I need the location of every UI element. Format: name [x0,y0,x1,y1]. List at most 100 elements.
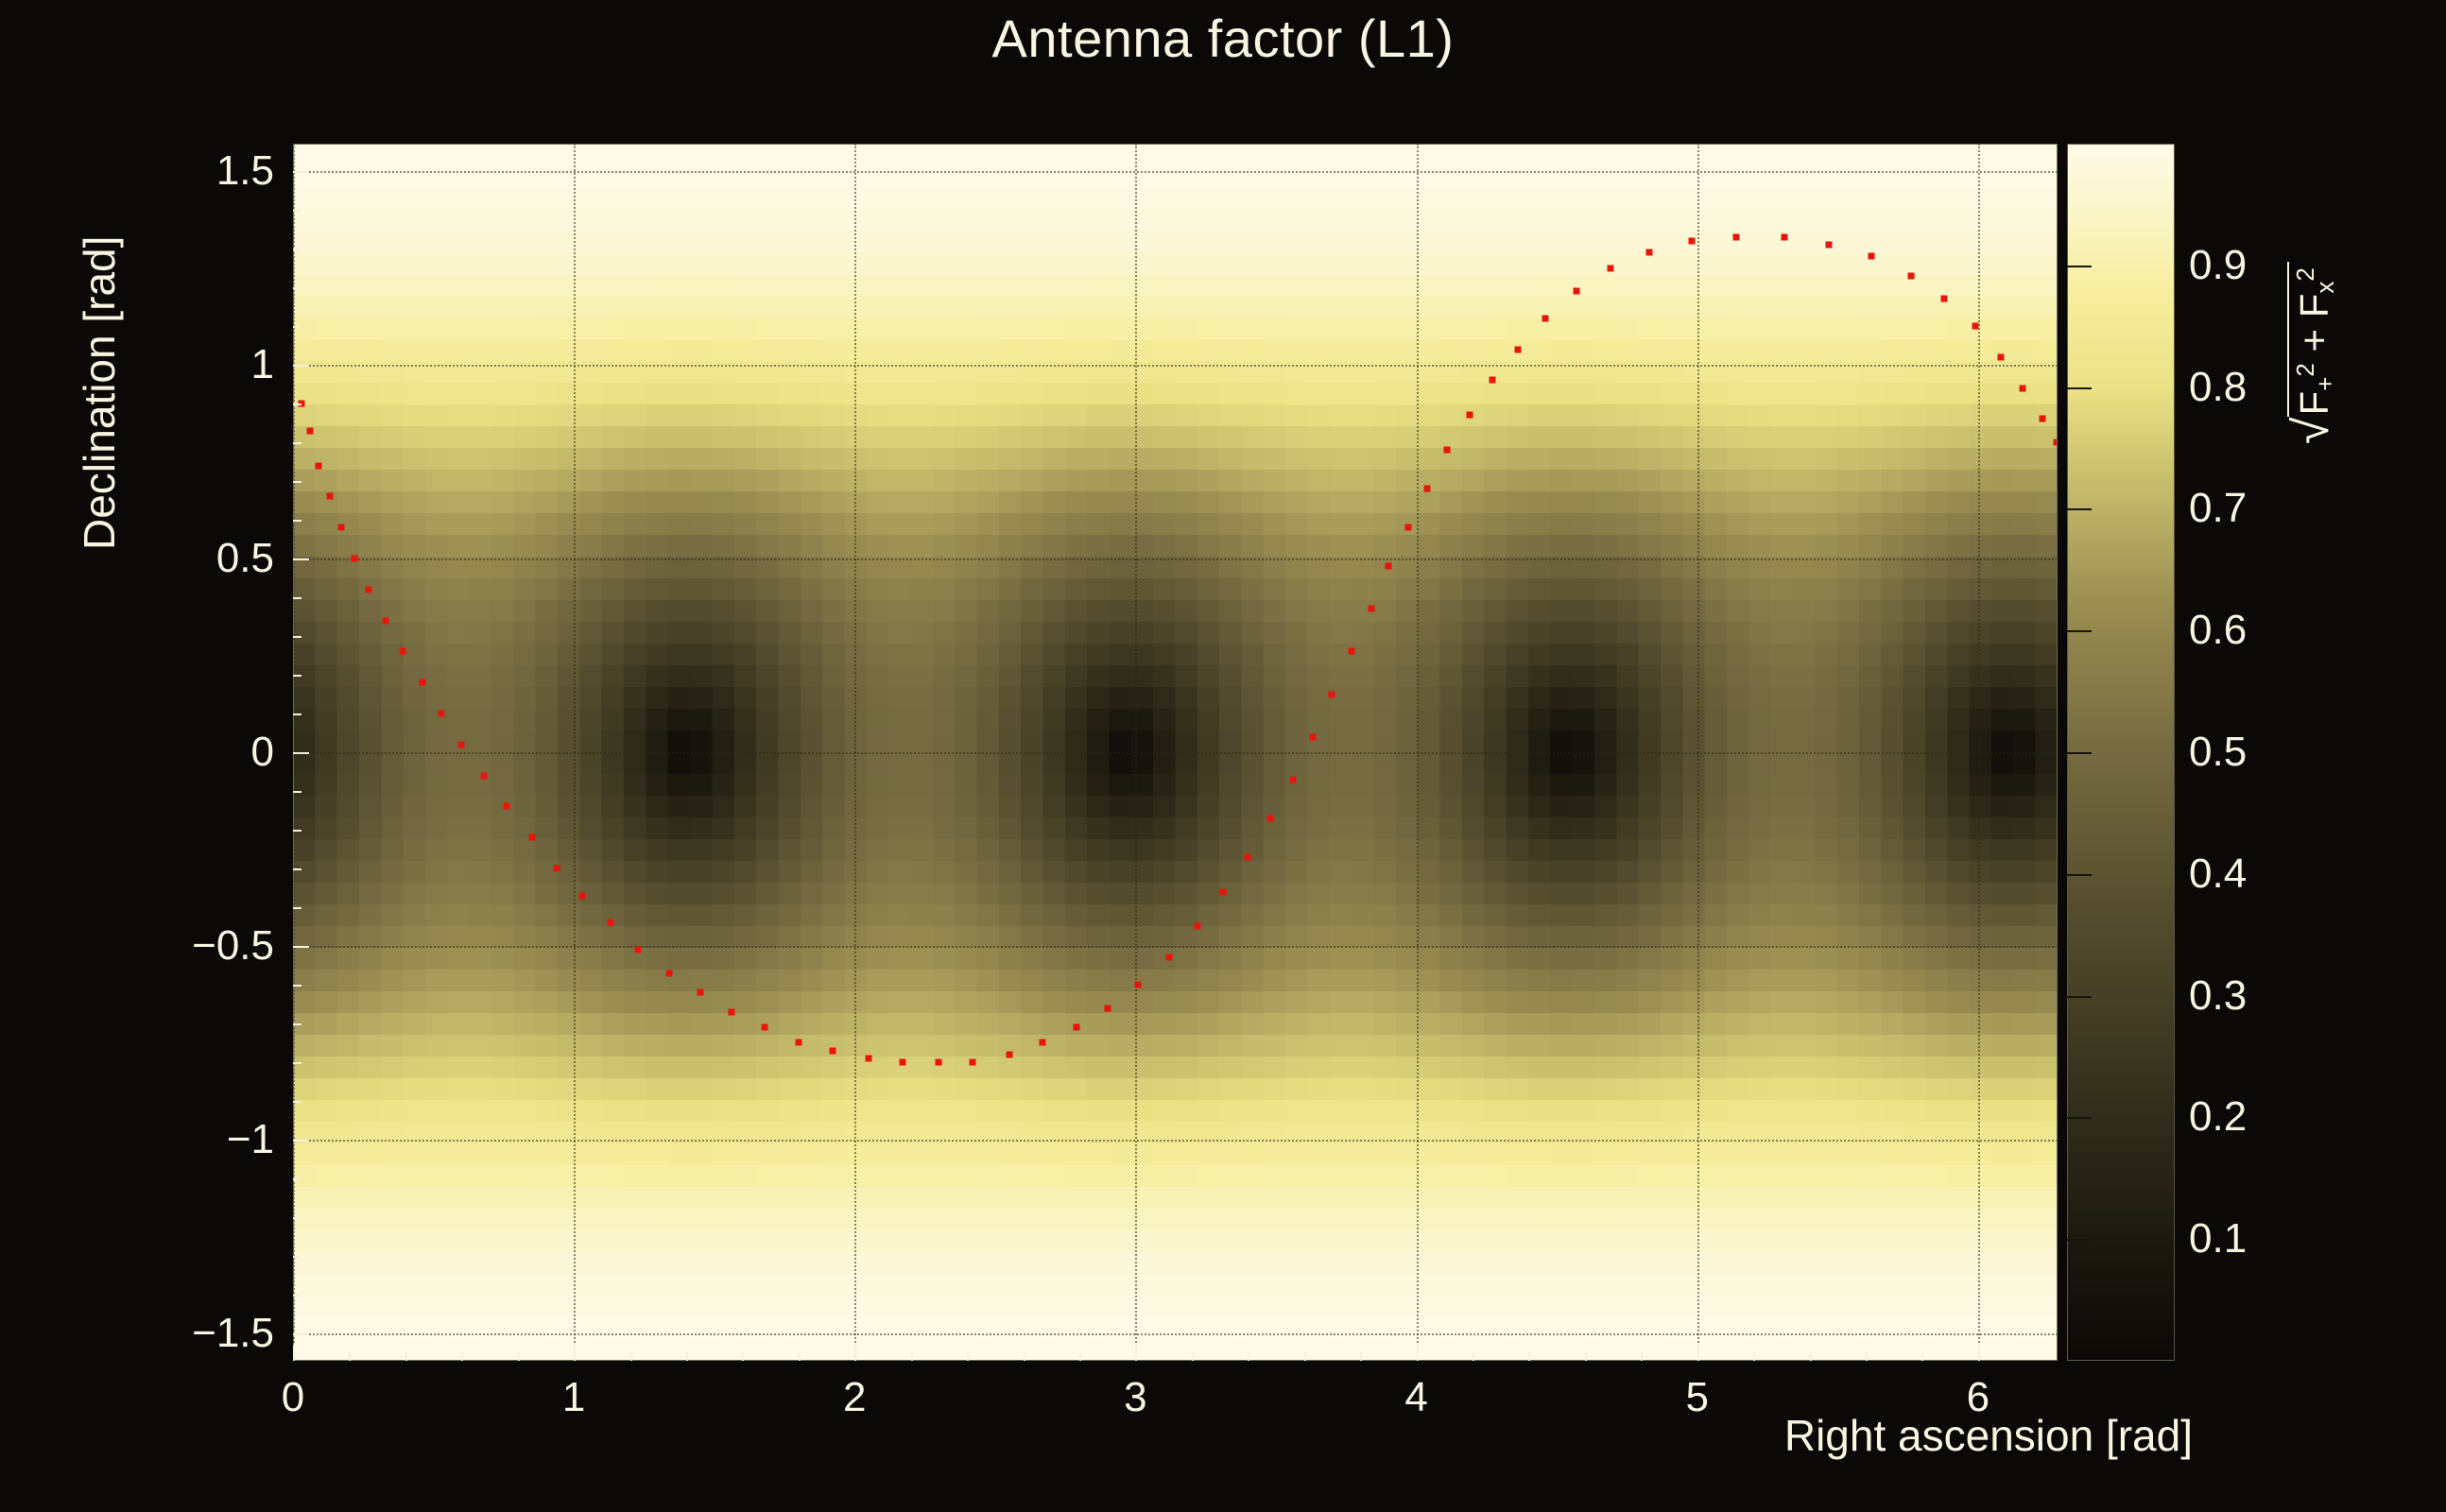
term-1-sub: + [2310,376,2339,391]
x-tick-minor [461,1352,464,1361]
term-1-sup: 2 [2291,363,2319,377]
y-tick-major [293,1332,309,1335]
x-axis-title: Right ascension [rad] [1783,1411,2193,1460]
x-tick-label: 4 [1404,1374,1428,1420]
x-tick-minor [1921,1352,1924,1361]
y-axis-title-text: Declination [rad] [75,235,124,550]
y-tick-label: 1 [250,341,274,388]
y-tick-major [293,945,309,948]
color-bar-tick-label: 0.1 [2189,1215,2248,1263]
y-tick-minor [293,868,301,870]
y-tick-label: 0.5 [215,535,274,581]
color-bar-tick-label: 0.9 [2189,241,2248,288]
x-tick-minor [1472,1352,1474,1361]
x-tick-minor [1584,1352,1587,1361]
y-tick-minor [293,1294,301,1297]
y-tick-minor [293,287,301,290]
color-bar-tick-label: 0.6 [2189,607,2248,654]
x-tick-minor [405,1352,407,1361]
z-axis-title-text: √ F+2 + Fx2 [2284,262,2339,444]
term-1-base: F [2291,390,2336,416]
color-bar-tick [2067,508,2092,511]
x-tick-label: 2 [843,1374,867,1420]
color-bar-tick-label: 0.2 [2189,1093,2248,1141]
color-bar-tick-label: 0.5 [2189,729,2248,775]
color-bar-tick [2067,387,2092,389]
x-tick-label: 5 [1685,1374,1709,1420]
y-tick-minor [293,597,301,599]
x-tick-minor [967,1352,970,1361]
z-axis-title: √ F+2 + Fx2 [2284,94,2446,444]
y-tick-label: 0 [250,729,274,775]
color-bar-tick [2067,873,2092,876]
x-tick-minor [798,1352,801,1361]
x-tick-minor [1809,1352,1812,1361]
x-tick-minor [349,1352,352,1361]
x-tick-minor [1248,1352,1250,1361]
x-tick-label: 0 [281,1374,305,1420]
radical-icon: √ [2284,417,2339,444]
y-tick-label: 1.5 [215,147,274,195]
x-tick-minor [1865,1352,1868,1361]
x-tick-label: 1 [561,1374,586,1420]
term-2-sub: x [2310,281,2339,294]
y-tick-minor [293,1022,301,1025]
x-tick-minor [910,1352,913,1361]
y-tick-minor [293,249,301,251]
y-tick-label: −0.5 [192,921,274,969]
color-bar-tick [2067,1239,2092,1242]
x-tick-minor [1528,1352,1531,1361]
x-tick-label: 3 [1124,1374,1147,1420]
y-tick-minor [293,404,301,406]
y-tick-minor [293,1177,301,1180]
y-tick-minor [293,442,301,444]
sqrt-expression: √ F+2 + Fx2 [2284,262,2339,444]
x-tick-major [1977,1345,1980,1361]
y-tick-minor [293,790,301,793]
x-tick-minor [742,1352,745,1361]
y-tick-minor [293,906,301,909]
y-tick-minor [293,210,301,213]
x-tick-major [854,1345,857,1361]
color-bar-tick-label: 0.4 [2189,850,2248,897]
y-tick-major [293,752,309,754]
y-tick-major [293,365,309,368]
y-tick-minor [293,326,301,329]
y-tick-minor [293,1100,301,1103]
plus-operator: + [2291,328,2336,352]
x-tick-major [574,1345,577,1361]
heatmap-image [293,144,2058,1361]
x-tick-minor [1078,1352,1081,1361]
color-bar-tick [2067,995,2092,998]
y-tick-label: −1.5 [192,1309,274,1356]
y-tick-label: −1 [226,1115,274,1162]
y-tick-major [293,171,309,174]
plot-title: Antenna factor (L1) [991,9,1455,68]
x-tick-major [1135,1345,1138,1361]
y-tick-minor [293,1255,301,1258]
color-bar-tick [2067,1117,2092,1120]
y-tick-major [293,558,309,560]
x-tick-label: 6 [1966,1374,1990,1420]
y-tick-minor [293,829,301,832]
x-tick-major [1416,1345,1419,1361]
y-tick-minor [293,713,301,715]
x-tick-minor [1641,1352,1644,1361]
x-tick-minor [685,1352,688,1361]
color-bar-tick [2067,630,2092,633]
x-tick-minor [1191,1352,1194,1361]
y-tick-minor [293,1216,301,1219]
x-tick-major [1697,1345,1699,1361]
y-tick-minor [293,520,301,522]
heatmap-plot-area[interactable] [293,144,2058,1361]
color-bar-tick-label: 0.8 [2189,363,2248,410]
x-tick-minor [1023,1352,1025,1361]
x-tick-minor [629,1352,632,1361]
radicand: F+2 + Fx2 [2287,262,2339,418]
color-bar-tick [2067,752,2092,754]
color-bar-tick-label: 0.7 [2189,485,2248,532]
x-tick-minor [1303,1352,1306,1361]
x-tick-minor [1360,1352,1363,1361]
term-2-sup: 2 [2291,267,2319,282]
